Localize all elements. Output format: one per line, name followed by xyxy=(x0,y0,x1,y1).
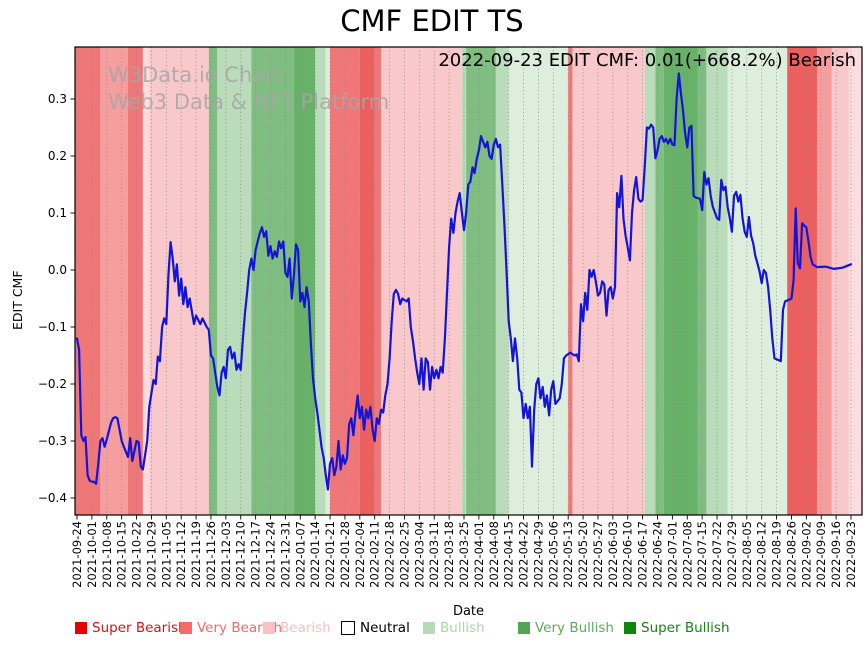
svg-text:2022-02-04: 2022-02-04 xyxy=(353,521,367,588)
svg-text:2021-12-24: 2021-12-24 xyxy=(264,521,278,588)
svg-text:2021-11-05: 2021-11-05 xyxy=(159,521,173,588)
svg-text:2022-04-15: 2022-04-15 xyxy=(502,521,516,588)
svg-text:2022-07-01: 2022-07-01 xyxy=(665,521,679,588)
svg-text:2022-05-27: 2022-05-27 xyxy=(591,521,605,588)
y-axis-label: EDIT CMF xyxy=(10,270,25,330)
svg-text:2022-03-18: 2022-03-18 xyxy=(442,521,456,588)
svg-text:2021-10-29: 2021-10-29 xyxy=(144,521,158,588)
svg-text:0.2: 0.2 xyxy=(48,149,67,163)
svg-text:2022-01-07: 2022-01-07 xyxy=(293,521,307,588)
svg-text:2022-07-29: 2022-07-29 xyxy=(725,521,739,588)
svg-text:2022-03-04: 2022-03-04 xyxy=(412,521,426,588)
svg-text:2022-08-19: 2022-08-19 xyxy=(770,521,784,588)
svg-text:2022-07-15: 2022-07-15 xyxy=(695,521,709,588)
svg-text:2022-09-23: 2022-09-23 xyxy=(844,521,858,588)
svg-text:2022-02-18: 2022-02-18 xyxy=(383,521,397,588)
svg-text:2022-09-16: 2022-09-16 xyxy=(829,521,843,588)
svg-text:2022-07-08: 2022-07-08 xyxy=(680,521,694,588)
svg-text:0.3: 0.3 xyxy=(48,92,67,106)
svg-text:2022-05-13: 2022-05-13 xyxy=(561,521,575,588)
svg-text:2021-11-12: 2021-11-12 xyxy=(174,521,188,588)
svg-text:0.0: 0.0 xyxy=(48,263,67,277)
svg-text:2022-08-26: 2022-08-26 xyxy=(784,521,798,588)
svg-text:2022-04-22: 2022-04-22 xyxy=(517,521,531,588)
svg-text:2022-04-01: 2022-04-01 xyxy=(472,521,486,588)
svg-text:−0.4: −0.4 xyxy=(38,491,67,505)
svg-text:2021-12-03: 2021-12-03 xyxy=(219,521,233,588)
svg-text:2022-09-09: 2022-09-09 xyxy=(814,521,828,588)
svg-text:−0.3: −0.3 xyxy=(38,434,67,448)
svg-text:2022-01-14: 2022-01-14 xyxy=(308,521,322,588)
chart-title: CMF EDIT TS xyxy=(340,4,524,38)
x-axis-label: Date xyxy=(452,604,485,619)
svg-text:2021-11-19: 2021-11-19 xyxy=(189,521,203,588)
svg-text:2022-07-22: 2022-07-22 xyxy=(710,521,724,588)
svg-text:2021-12-31: 2021-12-31 xyxy=(278,521,292,588)
svg-text:2022-02-25: 2022-02-25 xyxy=(397,521,411,588)
svg-text:2022-06-03: 2022-06-03 xyxy=(606,521,620,588)
svg-text:2022-05-20: 2022-05-20 xyxy=(576,521,590,588)
svg-text:2021-10-15: 2021-10-15 xyxy=(115,521,129,588)
svg-text:2022-01-28: 2022-01-28 xyxy=(338,521,352,588)
svg-text:2022-04-08: 2022-04-08 xyxy=(487,521,501,588)
svg-text:2021-11-26: 2021-11-26 xyxy=(204,521,218,588)
svg-text:0.1: 0.1 xyxy=(48,206,67,220)
svg-text:2021-10-08: 2021-10-08 xyxy=(100,521,114,588)
svg-text:2022-02-11: 2022-02-11 xyxy=(368,521,382,588)
svg-text:2021-09-24: 2021-09-24 xyxy=(70,521,84,588)
svg-text:2022-06-10: 2022-06-10 xyxy=(621,521,635,588)
svg-text:2022-09-02: 2022-09-02 xyxy=(799,521,813,588)
svg-text:2022-06-24: 2022-06-24 xyxy=(651,521,665,588)
svg-text:2022-08-05: 2022-08-05 xyxy=(740,521,754,588)
svg-text:2022-06-17: 2022-06-17 xyxy=(636,521,650,588)
svg-text:2022-03-25: 2022-03-25 xyxy=(457,521,471,588)
svg-text:2021-10-22: 2021-10-22 xyxy=(130,521,144,588)
svg-text:2022-03-11: 2022-03-11 xyxy=(427,521,441,588)
svg-text:2021-12-10: 2021-12-10 xyxy=(234,521,248,588)
svg-text:2021-10-01: 2021-10-01 xyxy=(85,521,99,588)
svg-text:2022-05-06: 2022-05-06 xyxy=(546,521,560,588)
svg-text:−0.1: −0.1 xyxy=(38,320,67,334)
latest-value-annotation: 2022-09-23 EDIT CMF: 0.01(+668.2%) Beari… xyxy=(438,50,856,71)
svg-text:2022-04-29: 2022-04-29 xyxy=(531,521,545,588)
svg-text:2022-08-12: 2022-08-12 xyxy=(755,521,769,588)
svg-text:−0.2: −0.2 xyxy=(38,377,67,391)
svg-text:2022-01-21: 2022-01-21 xyxy=(323,521,337,588)
svg-text:2021-12-17: 2021-12-17 xyxy=(249,521,263,588)
